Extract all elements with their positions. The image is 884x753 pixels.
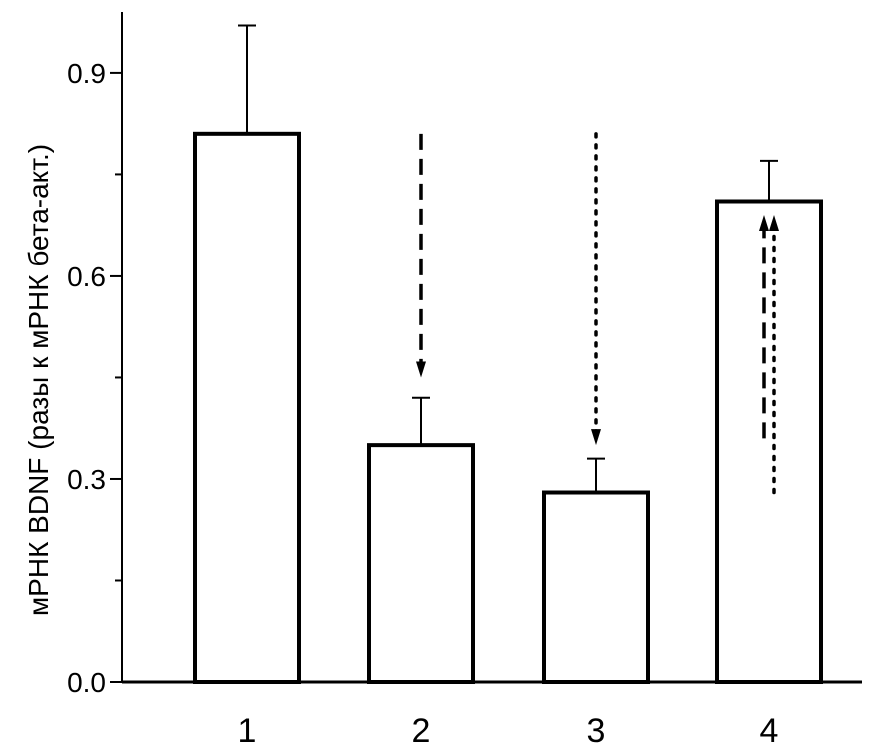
chart-axes: 0.0 0.3 0.6 0.9 1 2 3 4 xyxy=(67,12,862,750)
bar-3 xyxy=(542,490,650,684)
bar-2 xyxy=(367,443,475,684)
x-category-label: 4 xyxy=(760,712,779,750)
annotation-arrow-head-4 xyxy=(769,215,779,232)
bar-4 xyxy=(715,199,823,684)
y-tick-label: 0.0 xyxy=(67,667,106,698)
x-category-label: 2 xyxy=(412,712,431,750)
x-category-label: 1 xyxy=(238,712,257,750)
y-axis-title: мРНК BDNF (разы к мРНК бета-акт.) xyxy=(23,144,54,616)
y-tick-label: 0.3 xyxy=(67,464,106,495)
y-tick-label: 0.6 xyxy=(67,261,106,292)
y-tick-label: 0.9 xyxy=(67,58,106,89)
x-category-label: 3 xyxy=(587,712,606,750)
bar-1 xyxy=(193,131,301,684)
annotation-arrow-head-3 xyxy=(759,215,769,232)
annotation-arrow-head-1 xyxy=(416,361,426,378)
chart-marks xyxy=(193,24,823,684)
annotation-arrow-head-2 xyxy=(591,429,601,446)
